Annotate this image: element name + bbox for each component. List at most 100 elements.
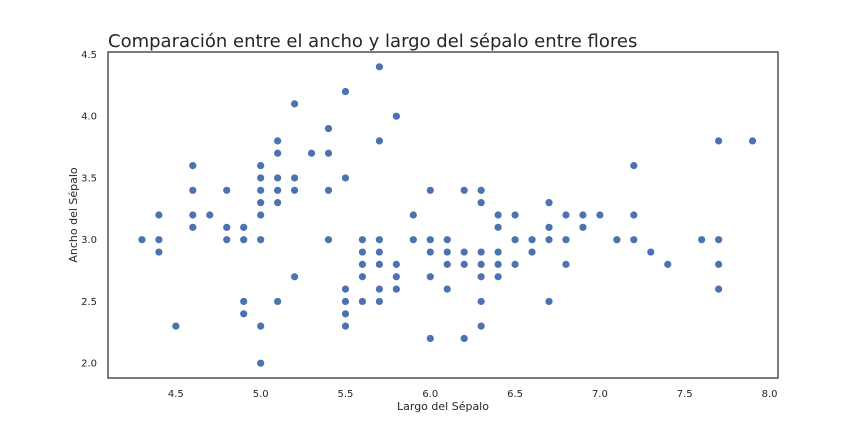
scatter-point	[715, 285, 723, 293]
scatter-point	[138, 236, 146, 244]
scatter-point	[290, 100, 299, 108]
scatter-point	[409, 236, 417, 244]
scatter-point	[375, 297, 383, 306]
scatter-point	[596, 211, 604, 219]
scatter-point	[257, 236, 265, 244]
scatter-point	[324, 124, 333, 133]
x-tick-label: 5.0	[253, 389, 269, 400]
scatter-point	[358, 273, 367, 281]
x-tick-label: 4.5	[168, 389, 184, 400]
scatter-point	[206, 211, 214, 219]
scatter-point	[274, 199, 282, 207]
scatter-point	[562, 260, 570, 268]
scatter-point	[341, 285, 350, 293]
scatter-point	[562, 236, 570, 244]
scatter-point	[375, 260, 383, 268]
scatter-point	[257, 199, 265, 207]
scatter-point	[223, 186, 231, 194]
scatter-point	[613, 236, 621, 244]
scatter-point	[189, 223, 197, 231]
scatter-point	[257, 359, 265, 367]
scatter-point	[324, 149, 333, 157]
scatter-point	[341, 87, 350, 96]
scatter-point	[257, 162, 265, 170]
scatter-point	[358, 297, 367, 306]
scatter-point	[630, 211, 638, 219]
scatter-point	[290, 273, 299, 281]
scatter-point	[426, 186, 434, 194]
scatter-point	[426, 273, 434, 281]
scatter-point	[477, 273, 485, 281]
scatter-point	[545, 199, 553, 207]
scatter-point	[358, 236, 367, 244]
scatter-point	[189, 186, 197, 194]
y-tick-label: 2.0	[81, 359, 97, 370]
y-axis-label: Ancho del Sépalo	[67, 167, 80, 263]
scatter-point	[341, 297, 350, 306]
scatter-point	[341, 310, 350, 318]
scatter-point	[324, 236, 333, 244]
scatter-point	[307, 149, 316, 157]
scatter-point	[189, 162, 197, 170]
scatter-point	[290, 186, 299, 194]
scatter-point	[477, 322, 485, 330]
scatter-point	[375, 63, 383, 71]
scatter-point	[392, 112, 400, 120]
scatter-point	[443, 248, 451, 256]
scatter-point	[494, 248, 502, 256]
scatter-point	[223, 223, 231, 231]
scatter-point	[341, 174, 350, 182]
plot-frame	[107, 51, 779, 379]
scatter-point	[528, 236, 536, 244]
scatter-point	[494, 260, 502, 268]
scatter-point	[155, 236, 163, 244]
scatter-point	[477, 260, 485, 268]
scatter-point	[477, 297, 485, 306]
scatter-point	[392, 260, 400, 268]
chart-title: Comparación entre el ancho y largo del s…	[108, 31, 637, 52]
scatter-point	[579, 223, 587, 231]
scatter-point	[274, 297, 282, 306]
scatter-point	[460, 248, 468, 256]
y-tick-label: 3.0	[81, 235, 97, 246]
x-tick-label: 7.0	[592, 389, 608, 400]
scatter-point	[240, 223, 248, 231]
scatter-point	[494, 223, 502, 231]
x-axis-ticks: 4.5 5.0 5.5 6.0 6.5 7.0 7.5 8.0	[168, 389, 778, 400]
scatter-point	[630, 236, 638, 244]
x-tick-label: 8.0	[762, 389, 778, 400]
scatter-point	[358, 248, 367, 256]
scatter-point	[426, 236, 434, 244]
scatter-point	[748, 137, 757, 145]
scatter-point	[240, 310, 248, 318]
y-tick-label: 4.0	[81, 112, 97, 123]
scatter-point	[426, 334, 434, 343]
scatter-point	[375, 137, 383, 145]
scatter-point	[257, 174, 265, 182]
scatter-point	[715, 236, 723, 244]
scatter-point	[274, 186, 282, 194]
y-tick-label: 3.5	[81, 173, 97, 184]
scatter-point	[257, 322, 265, 330]
scatter-point	[630, 162, 638, 170]
scatter-point	[358, 260, 367, 268]
scatter-point	[715, 137, 723, 145]
scatter-point	[375, 285, 383, 293]
scatter-point	[240, 297, 248, 306]
x-tick-label: 6.0	[422, 389, 438, 400]
scatter-point	[460, 186, 468, 194]
scatter-point	[409, 211, 417, 219]
scatter-point	[460, 260, 468, 268]
scatter-point	[375, 248, 383, 256]
y-tick-label: 2.5	[81, 297, 97, 308]
scatter-point	[664, 260, 672, 268]
scatter-point	[494, 273, 502, 281]
y-tick-label: 4.5	[81, 50, 97, 61]
scatter-point	[155, 211, 163, 219]
scatter-point	[341, 322, 350, 330]
scatter-point	[290, 174, 299, 182]
scatter-point	[443, 285, 451, 293]
scatter-point	[511, 260, 519, 268]
scatter-point	[443, 236, 451, 244]
